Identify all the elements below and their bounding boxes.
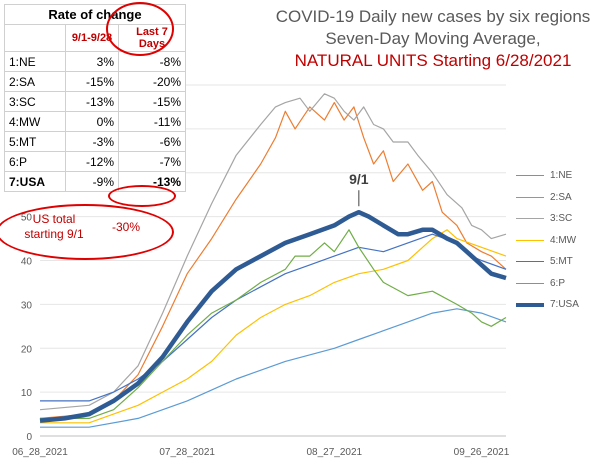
series-line-7-usa (39, 209, 507, 423)
chart-title-line-1: COVID-19 Daily new cases by six regions (275, 7, 591, 26)
rate-row-b: -11% (118, 111, 186, 132)
highlight-ellipse-last7 (106, 2, 174, 56)
highlight-ellipse-usa (108, 185, 176, 207)
rate-row-a: -9% (65, 171, 119, 192)
legend-label: 3:SC (550, 213, 573, 225)
legend-item: 7:USA (516, 294, 579, 316)
x-tick-label: 06_28_2021 (12, 447, 68, 458)
y-tick-label: 0 (26, 432, 32, 443)
series-line-5-mt (40, 233, 507, 402)
rate-row-label: 1:NE (4, 51, 66, 72)
rate-row-b: -6% (118, 131, 186, 152)
us-total-label: US total starting 9/1 (24, 212, 84, 241)
legend-label: 4:MW (550, 234, 577, 246)
y-tick-label: 40 (21, 257, 33, 268)
legend-item: 6:P (516, 273, 579, 295)
rate-row: 4:MW 0% -11% (4, 111, 186, 132)
chart-title-line-2: Seven-Day Moving Average, (325, 29, 541, 48)
legend: 1:NE 2:SA 3:SC 4:MW 5:MT 6:P 7:USA (516, 165, 579, 316)
rate-row: 6:P -12% -7% (4, 151, 186, 172)
legend-item: 4:MW (516, 230, 579, 252)
rate-row-a: -3% (65, 131, 119, 152)
legend-item: 2:SA (516, 187, 579, 209)
annotation-label: 9/1 (349, 171, 369, 187)
rate-row-a: -13% (65, 91, 119, 112)
y-tick-label: 20 (21, 344, 33, 355)
rate-row: 1:NE 3% -8% (4, 51, 186, 72)
series-line-1-ne (40, 308, 507, 428)
rate-row-a: 0% (65, 111, 119, 132)
legend-swatch (516, 196, 544, 198)
legend-swatch (516, 175, 544, 177)
rate-table-corner (4, 24, 66, 52)
x-tick-label: 09_26_2021 (454, 447, 510, 458)
rate-row-a: -12% (65, 151, 119, 172)
y-tick-label: 30 (21, 300, 33, 311)
rate-row-label: 6:P (4, 151, 66, 172)
legend-swatch (516, 218, 544, 220)
legend-label: 5:MT (550, 256, 573, 268)
rate-row-b: -20% (118, 71, 186, 92)
series-line-2-sa (39, 102, 507, 419)
legend-swatch (516, 282, 544, 284)
rate-row-b: -7% (118, 151, 186, 172)
rate-row-a: 3% (65, 51, 119, 72)
rate-row-label: 5:MT (4, 131, 66, 152)
legend-swatch (516, 239, 544, 241)
series-line-3-sc (39, 93, 507, 411)
legend-item: 3:SC (516, 208, 579, 230)
series-line-4-mw (40, 229, 507, 424)
y-tick-label: 10 (21, 388, 33, 399)
rate-row-a: -15% (65, 71, 119, 92)
rate-row-b: -15% (118, 91, 186, 112)
chart-title-red: NATURAL UNITS Starting 6/28/2021 (294, 51, 572, 70)
rate-row: 7:USA -9% -13% (4, 171, 186, 192)
legend-item: 5:MT (516, 251, 579, 273)
rate-row-label: 2:SA (4, 71, 66, 92)
us-total-value: -30% (112, 220, 141, 234)
legend-item: 1:NE (516, 165, 579, 187)
rate-row-label: 3:SC (4, 91, 66, 112)
legend-label: 1:NE (550, 170, 573, 182)
highlight-ellipse-us-total (0, 204, 174, 260)
x-tick-label: 08_27_2021 (307, 447, 363, 458)
legend-label: 6:P (550, 277, 566, 289)
rate-row: 3:SC -13% -15% (4, 91, 186, 112)
rate-row: 5:MT -3% -6% (4, 131, 186, 152)
rate-row: 2:SA -15% -20% (4, 71, 186, 92)
rate-row-label: 7:USA (4, 171, 66, 192)
legend-swatch (516, 261, 544, 263)
legend-swatch (516, 302, 544, 307)
series-line-6-p (40, 229, 507, 419)
rate-row-label: 4:MW (4, 111, 66, 132)
x-tick-label: 07_28_2021 (159, 447, 215, 458)
legend-label: 7:USA (550, 299, 579, 311)
legend-label: 2:SA (550, 191, 572, 203)
